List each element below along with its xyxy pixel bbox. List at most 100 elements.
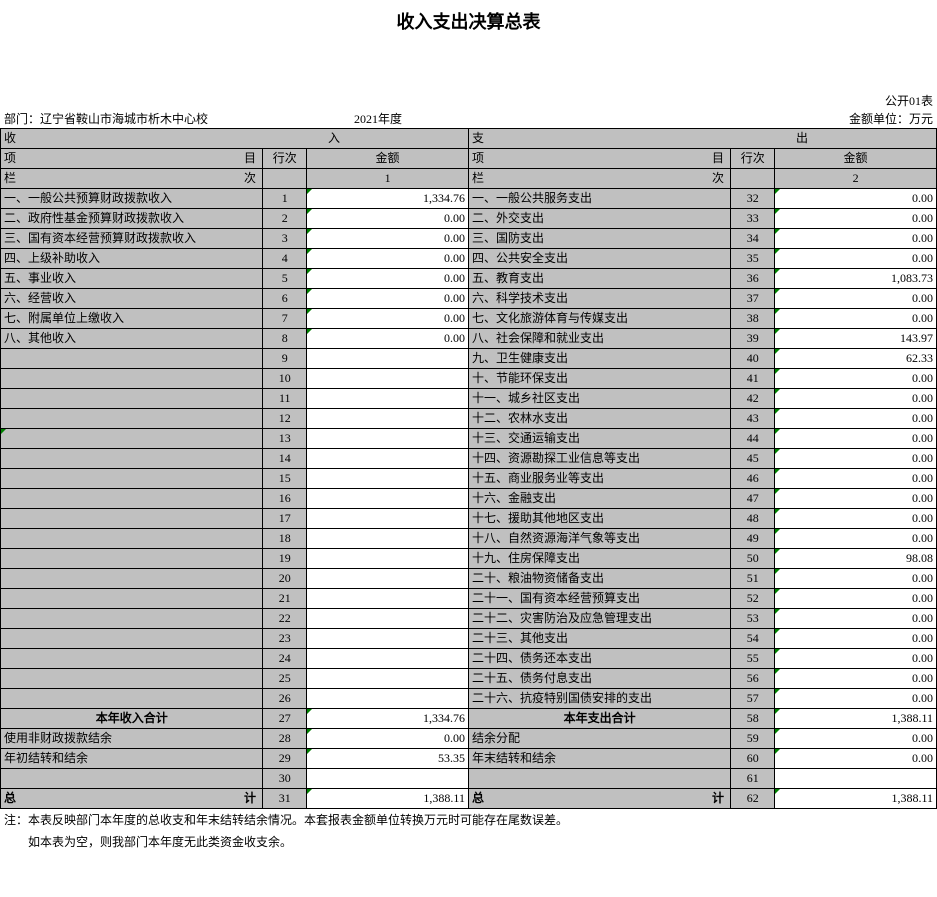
income-header: 收 入 bbox=[1, 129, 469, 149]
unit: 金额单位：万元 bbox=[733, 110, 933, 128]
income-item bbox=[1, 449, 263, 469]
hdr-amt-l: 金额 bbox=[307, 149, 469, 169]
income-amount bbox=[307, 529, 469, 549]
income-amount bbox=[307, 469, 469, 489]
income-amount bbox=[307, 389, 469, 409]
income-amount bbox=[307, 429, 469, 449]
income-amount bbox=[307, 649, 469, 669]
income-amount: 0.00 bbox=[307, 729, 469, 749]
expense-item: 十二、农林水支出 bbox=[468, 409, 730, 429]
expense-seq: 49 bbox=[731, 529, 775, 549]
income-seq: 7 bbox=[263, 309, 307, 329]
income-amount bbox=[307, 669, 469, 689]
expense-item: 十六、金融支出 bbox=[468, 489, 730, 509]
income-item bbox=[1, 469, 263, 489]
hdr-col-l: 栏 次 bbox=[1, 169, 263, 189]
income-item bbox=[1, 629, 263, 649]
income-amount bbox=[307, 689, 469, 709]
expense-item: 十五、商业服务业等支出 bbox=[468, 469, 730, 489]
expense-seq: 35 bbox=[731, 249, 775, 269]
year: 2021年度 bbox=[354, 110, 733, 128]
expense-amount: 0.00 bbox=[775, 189, 937, 209]
finance-table: 收 入 支 出 项 目 行次 金额 项 目 行次 金额 栏 bbox=[0, 128, 937, 809]
expense-item: 七、文化旅游体育与传媒支出 bbox=[468, 309, 730, 329]
total-seq-l: 31 bbox=[263, 789, 307, 809]
expense-seq: 45 bbox=[731, 449, 775, 469]
expense-amount: 0.00 bbox=[775, 509, 937, 529]
income-amount bbox=[307, 449, 469, 469]
income-seq: 3 bbox=[263, 229, 307, 249]
expense-amount: 0.00 bbox=[775, 429, 937, 449]
total-seq-r: 62 bbox=[731, 789, 775, 809]
expense-amount: 0.00 bbox=[775, 489, 937, 509]
expense-item: 二十、粮油物资储备支出 bbox=[468, 569, 730, 589]
income-item bbox=[1, 569, 263, 589]
expense-amount: 1,083.73 bbox=[775, 269, 937, 289]
expense-seq: 39 bbox=[731, 329, 775, 349]
income-amount bbox=[307, 629, 469, 649]
income-seq: 19 bbox=[263, 549, 307, 569]
expense-item: 结余分配 bbox=[468, 729, 730, 749]
expense-amount: 0.00 bbox=[775, 449, 937, 469]
expense-amount: 0.00 bbox=[775, 609, 937, 629]
expense-seq: 46 bbox=[731, 469, 775, 489]
expense-seq: 51 bbox=[731, 569, 775, 589]
income-amount bbox=[307, 609, 469, 629]
expense-seq: 41 bbox=[731, 369, 775, 389]
hdr-col1: 1 bbox=[307, 169, 469, 189]
total-label-l: 总 计 bbox=[1, 789, 263, 809]
income-amount: 1,334.76 bbox=[307, 189, 469, 209]
expense-amount: 0.00 bbox=[775, 289, 937, 309]
income-seq: 17 bbox=[263, 509, 307, 529]
expense-seq: 47 bbox=[731, 489, 775, 509]
income-seq: 12 bbox=[263, 409, 307, 429]
expense-seq: 52 bbox=[731, 589, 775, 609]
expense-amount: 1,388.11 bbox=[775, 709, 937, 729]
expense-amount: 0.00 bbox=[775, 629, 937, 649]
expense-seq: 59 bbox=[731, 729, 775, 749]
expense-amount: 62.33 bbox=[775, 349, 937, 369]
expense-amount: 0.00 bbox=[775, 369, 937, 389]
income-amount bbox=[307, 489, 469, 509]
income-seq: 26 bbox=[263, 689, 307, 709]
income-item bbox=[1, 609, 263, 629]
income-item: 二、政府性基金预算财政拨款收入 bbox=[1, 209, 263, 229]
total-amt-r: 1,388.11 bbox=[775, 789, 937, 809]
income-item bbox=[1, 349, 263, 369]
income-seq: 11 bbox=[263, 389, 307, 409]
hdr-amt-r: 金额 bbox=[775, 149, 937, 169]
expense-amount: 0.00 bbox=[775, 749, 937, 769]
income-amount bbox=[307, 349, 469, 369]
income-amount bbox=[307, 589, 469, 609]
expense-item: 十九、住房保障支出 bbox=[468, 549, 730, 569]
expense-amount: 0.00 bbox=[775, 409, 937, 429]
total-label-r: 总 计 bbox=[468, 789, 730, 809]
income-item bbox=[1, 649, 263, 669]
income-seq: 16 bbox=[263, 489, 307, 509]
income-item bbox=[1, 529, 263, 549]
expense-amount: 0.00 bbox=[775, 229, 937, 249]
income-item bbox=[1, 409, 263, 429]
expense-item: 十四、资源勘探工业信息等支出 bbox=[468, 449, 730, 469]
meta-block: 公开01表 部门：辽宁省鞍山市海城市析木中心校 2021年度 金额单位：万元 bbox=[0, 92, 937, 128]
income-seq: 4 bbox=[263, 249, 307, 269]
dept-name: 辽宁省鞍山市海城市析木中心校 bbox=[40, 112, 208, 126]
income-amount: 0.00 bbox=[307, 269, 469, 289]
footnote-2: 如本表为空，则我部门本年度无此类资金收支余。 bbox=[0, 831, 937, 853]
income-seq: 2 bbox=[263, 209, 307, 229]
expense-amount: 0.00 bbox=[775, 309, 937, 329]
dept-label: 部门： bbox=[4, 112, 40, 126]
income-item bbox=[1, 509, 263, 529]
expense-item: 三、国防支出 bbox=[468, 229, 730, 249]
expense-seq: 36 bbox=[731, 269, 775, 289]
expense-amount bbox=[775, 769, 937, 789]
income-item bbox=[1, 689, 263, 709]
expense-seq: 53 bbox=[731, 609, 775, 629]
income-seq: 20 bbox=[263, 569, 307, 589]
hdr-item-r: 项 目 bbox=[468, 149, 730, 169]
income-item bbox=[1, 769, 263, 789]
expense-item: 二十二、灾害防治及应急管理支出 bbox=[468, 609, 730, 629]
income-item bbox=[1, 429, 263, 449]
income-item bbox=[1, 389, 263, 409]
expense-amount: 0.00 bbox=[775, 389, 937, 409]
